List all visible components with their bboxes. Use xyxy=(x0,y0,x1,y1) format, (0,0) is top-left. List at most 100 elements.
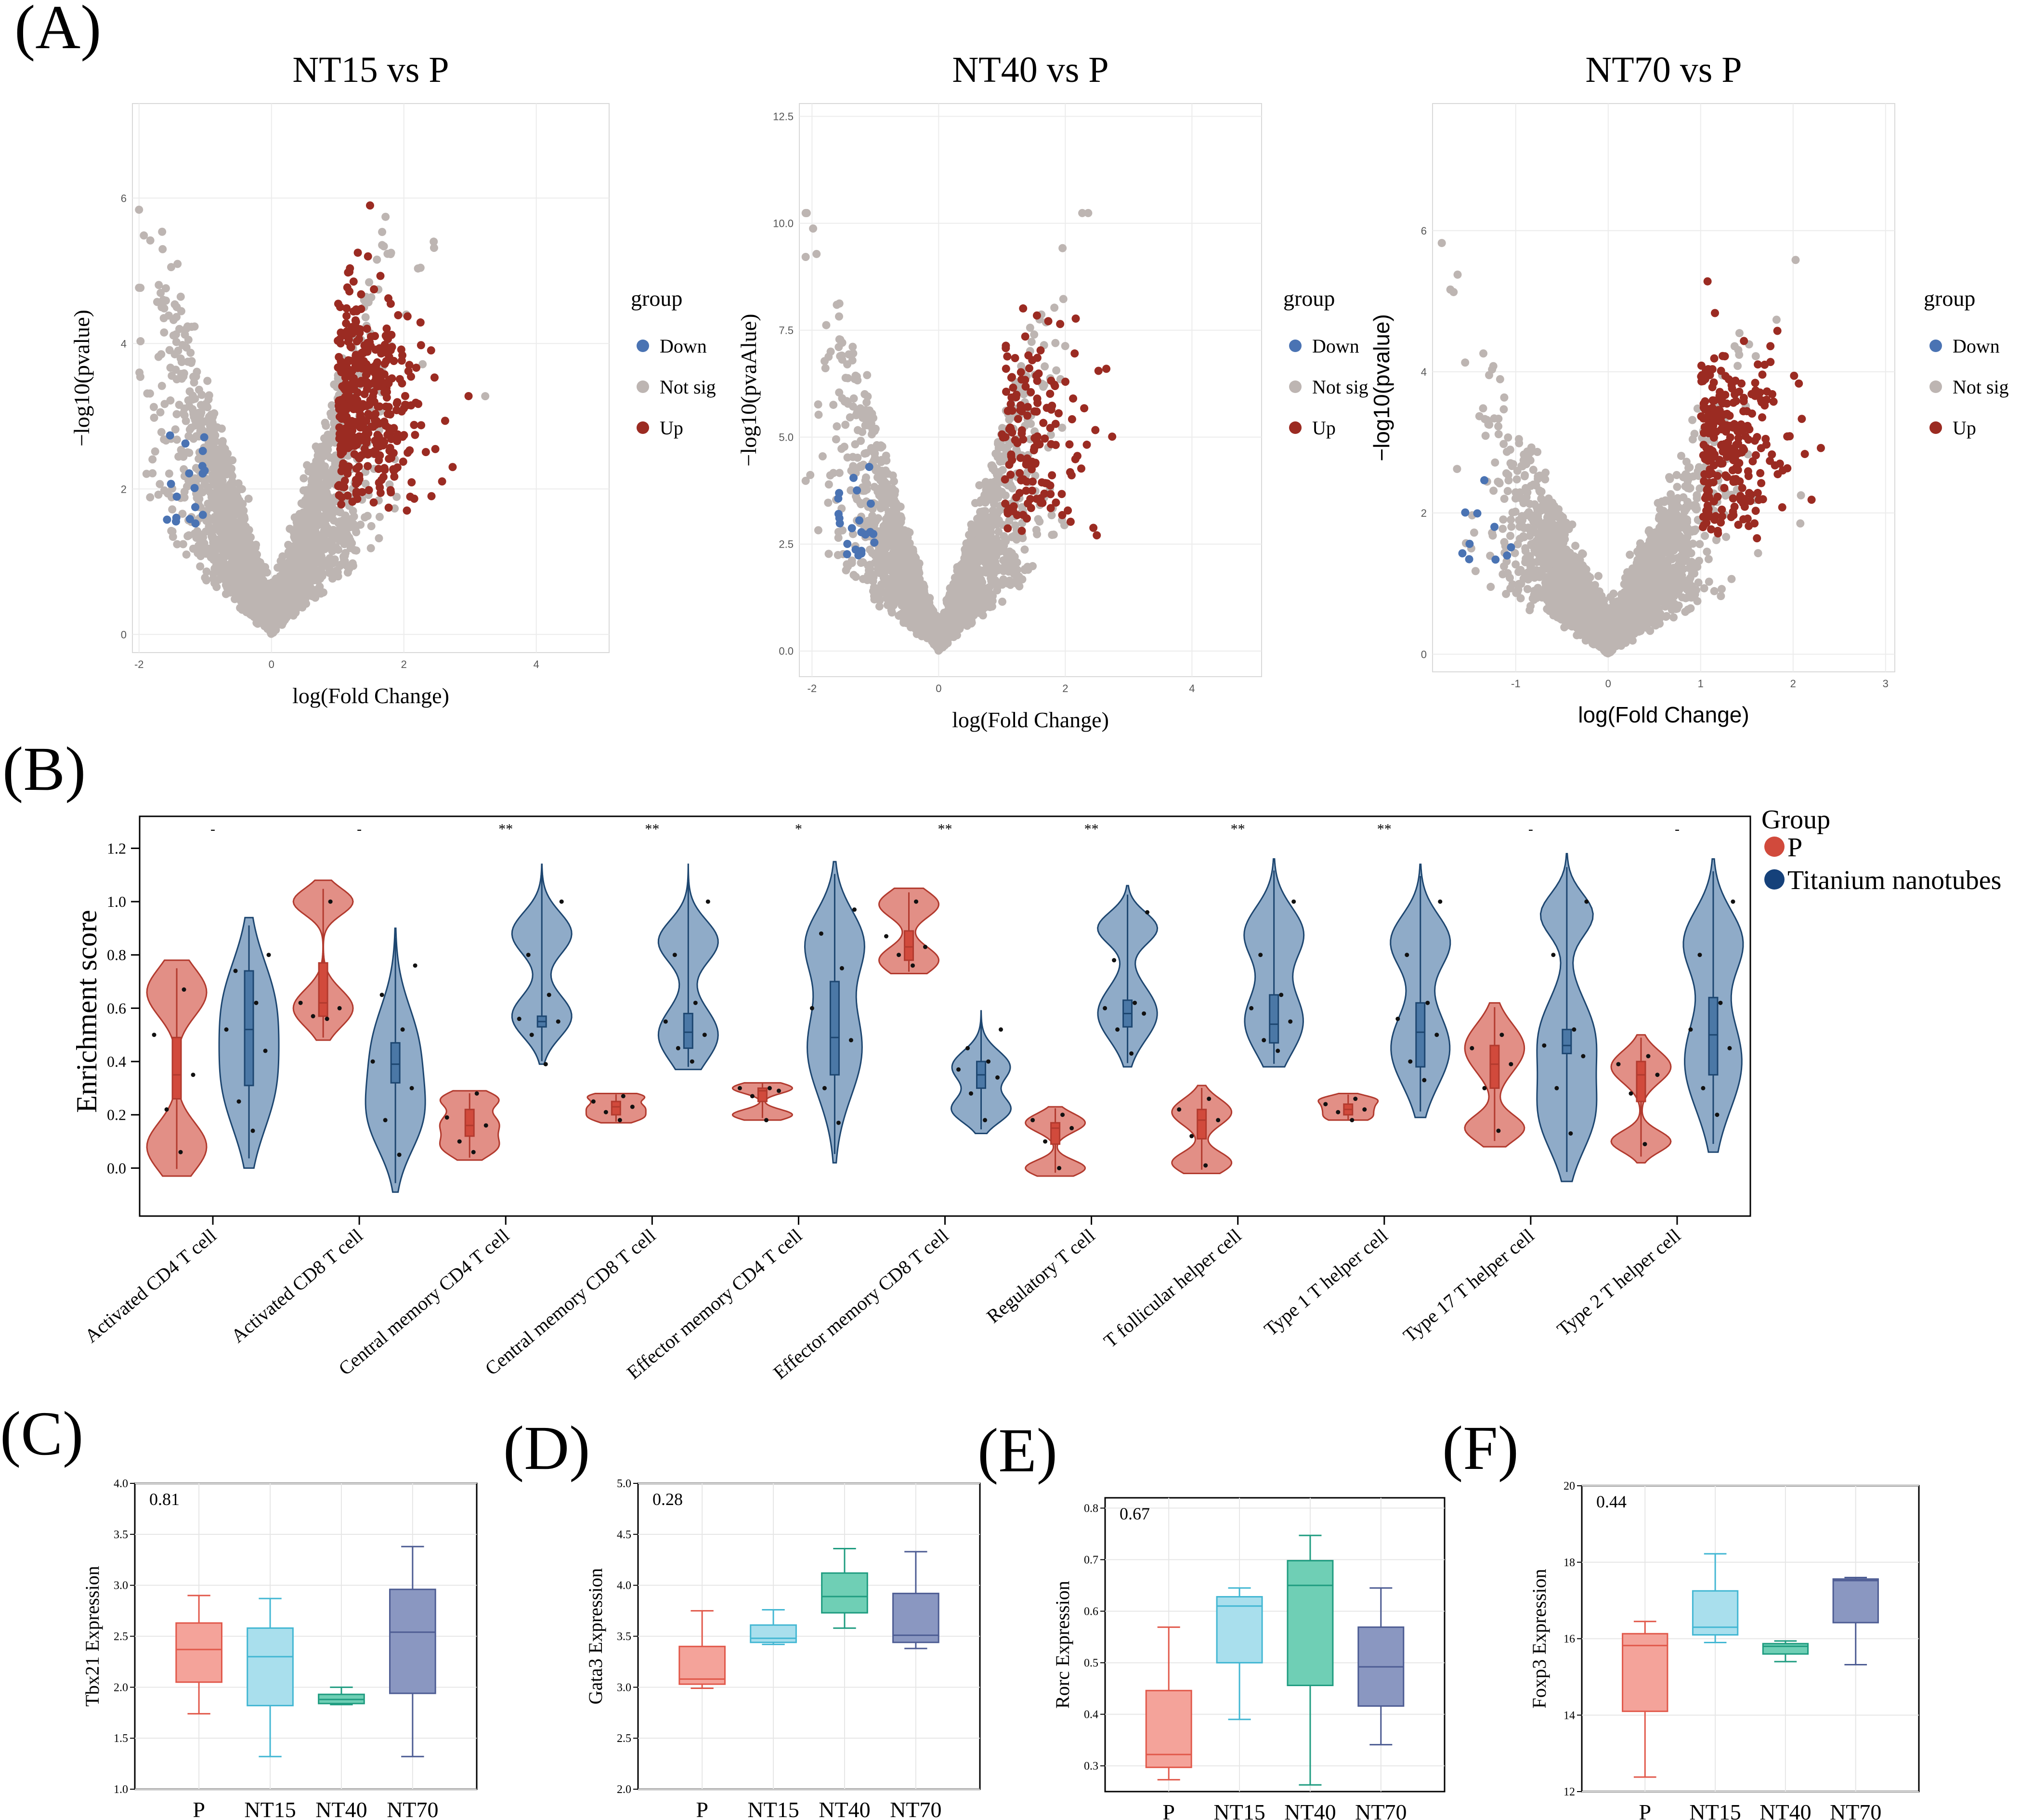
point-not-sig xyxy=(324,431,332,439)
point-not-sig xyxy=(801,476,810,485)
point-up xyxy=(416,318,425,327)
point-not-sig xyxy=(300,474,308,483)
point-up xyxy=(404,448,412,457)
point-not-sig xyxy=(883,589,892,597)
point-not-sig xyxy=(322,478,330,487)
point-not-sig xyxy=(244,583,253,592)
point-not-sig xyxy=(224,485,233,494)
point-not-sig xyxy=(356,521,365,529)
point-up xyxy=(340,367,349,376)
point-not-sig xyxy=(168,505,177,514)
y-tick-label: 6 xyxy=(121,192,127,204)
point-not-sig xyxy=(214,494,222,502)
point-not-sig xyxy=(194,408,203,417)
point-up xyxy=(364,410,373,419)
point-not-sig xyxy=(222,581,231,589)
point-not-sig xyxy=(276,557,285,565)
point-up xyxy=(403,506,411,515)
point-not-sig xyxy=(218,524,226,533)
point-not-sig xyxy=(361,480,370,488)
point-not-sig xyxy=(179,540,187,549)
point-up xyxy=(407,478,416,487)
point-not-sig xyxy=(869,587,877,595)
point-up xyxy=(360,390,369,398)
point-not-sig xyxy=(383,249,392,258)
point-not-sig xyxy=(148,455,157,464)
point-not-sig xyxy=(244,495,253,503)
point-up xyxy=(410,420,418,429)
point-up xyxy=(366,399,375,407)
point-up xyxy=(352,317,360,326)
panel-label-e: (E) xyxy=(977,1416,1057,1485)
point-not-sig xyxy=(812,249,821,258)
point-not-sig xyxy=(308,466,316,474)
point-not-sig xyxy=(185,402,194,410)
point-up xyxy=(344,356,352,365)
point-not-sig xyxy=(198,544,207,553)
point-up xyxy=(390,424,398,432)
point-not-sig xyxy=(330,456,339,464)
point-not-sig xyxy=(366,544,375,552)
point-up xyxy=(448,463,457,471)
point-not-sig xyxy=(223,547,232,556)
point-up xyxy=(337,500,346,509)
point-not-sig xyxy=(824,498,833,507)
point-not-sig xyxy=(291,543,300,551)
point-not-sig xyxy=(829,401,838,409)
point-not-sig xyxy=(185,425,194,434)
point-not-sig xyxy=(223,467,232,475)
point-up xyxy=(427,346,435,355)
point-not-sig xyxy=(324,505,332,513)
point-not-sig xyxy=(209,570,218,578)
point-not-sig xyxy=(239,515,248,524)
point-up xyxy=(385,446,394,455)
point-not-sig xyxy=(157,381,166,390)
point-not-sig xyxy=(252,564,261,573)
point-not-sig xyxy=(207,449,215,458)
point-not-sig xyxy=(998,597,1006,606)
point-not-sig xyxy=(328,559,337,568)
point-up xyxy=(410,494,418,503)
point-not-sig xyxy=(821,364,830,373)
point-not-sig xyxy=(841,420,850,429)
point-down xyxy=(181,439,190,448)
point-not-sig xyxy=(325,542,333,550)
point-not-sig xyxy=(1058,244,1067,252)
point-up xyxy=(385,376,393,384)
point-up xyxy=(371,420,380,429)
legend-swatch xyxy=(637,380,649,393)
point-not-sig xyxy=(166,396,175,405)
point-up xyxy=(387,488,395,497)
point-not-sig xyxy=(178,340,187,349)
point-up xyxy=(359,357,368,366)
point-up xyxy=(414,400,423,408)
legend-label: Not sig xyxy=(660,376,716,398)
point-not-sig xyxy=(328,408,337,417)
point-not-sig xyxy=(197,391,206,399)
point-not-sig xyxy=(210,579,219,588)
point-not-sig xyxy=(311,477,320,486)
point-not-sig xyxy=(218,574,226,582)
point-up xyxy=(380,360,389,368)
point-up xyxy=(380,465,389,474)
point-up xyxy=(376,272,385,280)
point-not-sig xyxy=(318,471,327,479)
point-not-sig xyxy=(375,512,384,521)
point-not-sig xyxy=(214,535,222,544)
point-not-sig xyxy=(151,447,159,456)
point-not-sig xyxy=(286,593,294,602)
point-up xyxy=(376,367,385,376)
point-up xyxy=(334,300,342,308)
point-not-sig xyxy=(814,400,822,409)
point-not-sig xyxy=(294,512,302,521)
point-not-sig xyxy=(330,380,339,389)
point-not-sig xyxy=(835,388,844,397)
point-not-sig xyxy=(206,418,215,426)
point-not-sig xyxy=(184,432,193,441)
point-not-sig xyxy=(378,228,387,236)
point-down xyxy=(172,513,181,522)
point-not-sig xyxy=(158,227,167,236)
point-up xyxy=(343,465,352,473)
point-up xyxy=(349,277,358,286)
